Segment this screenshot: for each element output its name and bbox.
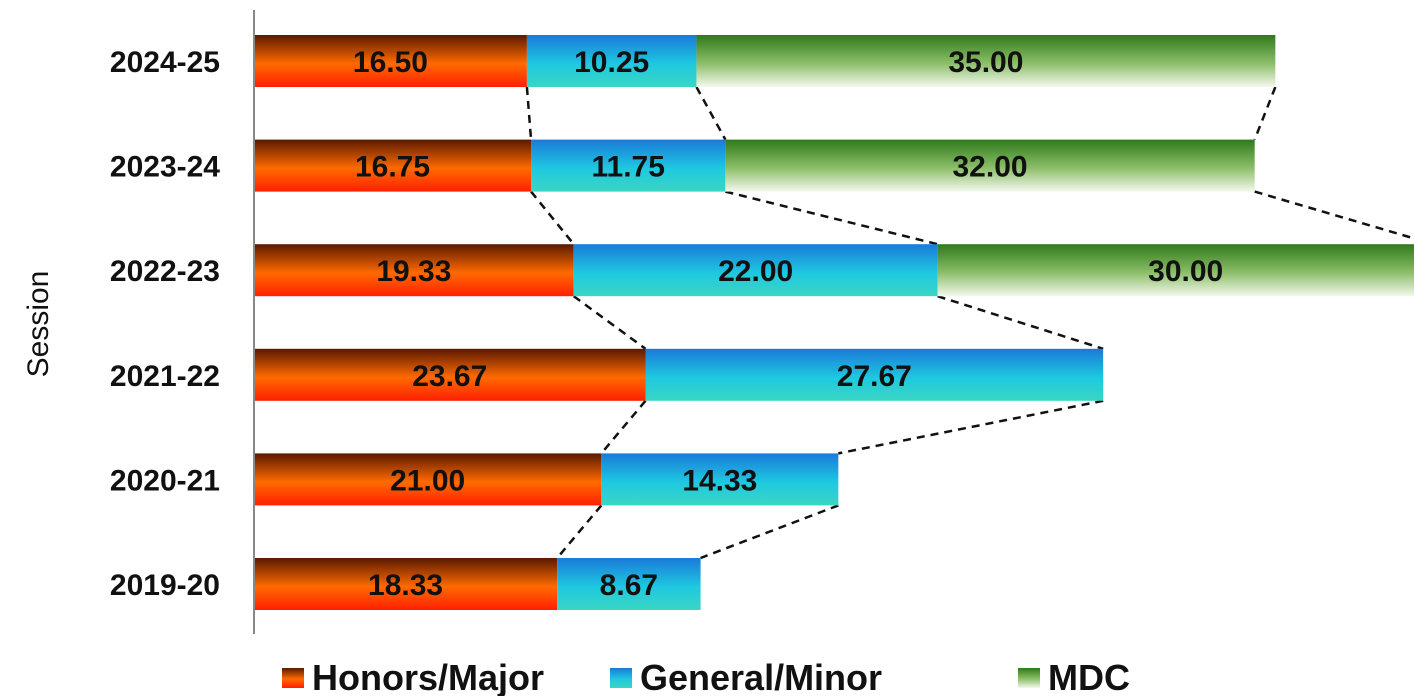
legend-swatch	[610, 668, 632, 688]
bar-general-minor-2024-25	[526, 35, 697, 87]
bar-value-label: 23.67	[412, 360, 487, 393]
connector-line	[700, 504, 839, 560]
bar-value-label: 19.33	[376, 255, 451, 288]
legend-swatch	[282, 668, 304, 688]
legend: Honors/Major General/Minor MDC	[282, 657, 1130, 696]
legend-swatch	[1018, 668, 1040, 688]
bar-value-label: 11.75	[592, 151, 665, 184]
connector-lines	[525, 86, 1414, 560]
category-tick-label: 2019-20	[110, 569, 220, 602]
bar-honors-major-2020-21	[254, 453, 602, 506]
category-tick-label: 2022-23	[110, 255, 220, 288]
bar-general-minor-2022-23	[573, 244, 938, 297]
bar-value-label: 16.75	[355, 151, 430, 184]
bar-general-minor-2021-22	[645, 348, 1104, 401]
bar-value-label: 10.25	[574, 46, 649, 79]
legend-label: Honors/Major	[312, 657, 544, 696]
bar-value-label: 16.50	[353, 46, 428, 79]
category-tick-label: 2021-22	[110, 360, 220, 393]
connector-line	[556, 504, 603, 559]
connector-line	[600, 399, 647, 455]
bar-value-label: 27.67	[837, 360, 912, 393]
bar-value-label: 14.33	[682, 464, 757, 497]
y-axis-title: Session	[22, 271, 55, 378]
category-tick-labels: 2024-25 2023-24 2022-23 2021-22 2020-21 2019-…	[110, 46, 220, 602]
connector-line	[725, 190, 938, 246]
connector-line	[838, 399, 1104, 455]
bar-general-minor-2023-24	[531, 139, 726, 192]
bar-honors-major-2023-24	[254, 139, 532, 192]
bar-value-label: 21.00	[390, 464, 465, 497]
bar-value-label: 30.00	[1148, 255, 1223, 288]
category-tick-label: 2024-25	[110, 46, 220, 79]
bar-mdc-2022-23	[937, 244, 1414, 297]
connector-line	[937, 295, 1104, 350]
connector-line	[695, 86, 727, 141]
legend-label: General/Minor	[640, 657, 882, 696]
category-tick-label: 2020-21	[110, 464, 220, 497]
bars: 16.50 10.25 35.00 16.75 11.75 32.00 19.33 22.00…	[254, 35, 1414, 610]
bar-value-label: 32.00	[952, 151, 1027, 184]
bar-general-minor-2019-20	[557, 558, 701, 610]
bar-general-minor-2020-21	[601, 453, 839, 506]
bar-mdc-2024-25	[696, 35, 1276, 87]
bar-mdc-2023-24	[725, 139, 1255, 192]
connector-line	[1254, 190, 1414, 240]
connector-line	[530, 190, 575, 245]
bar-honors-major-2019-20	[254, 558, 558, 610]
bar-value-label: 18.33	[368, 569, 443, 602]
bar-value-label: 22.00	[718, 255, 793, 288]
bar-honors-major-2022-23	[254, 244, 574, 297]
bar-value-label: 8.67	[600, 569, 658, 602]
bar-honors-major-2021-22	[254, 348, 646, 401]
connector-line	[572, 295, 647, 350]
category-tick-label: 2023-24	[110, 151, 220, 184]
bar-honors-major-2024-25	[254, 35, 527, 87]
legend-label: MDC	[1048, 657, 1130, 696]
connector-line	[1253, 86, 1277, 141]
bar-value-label: 35.00	[948, 46, 1023, 79]
connector-line	[525, 86, 533, 140]
